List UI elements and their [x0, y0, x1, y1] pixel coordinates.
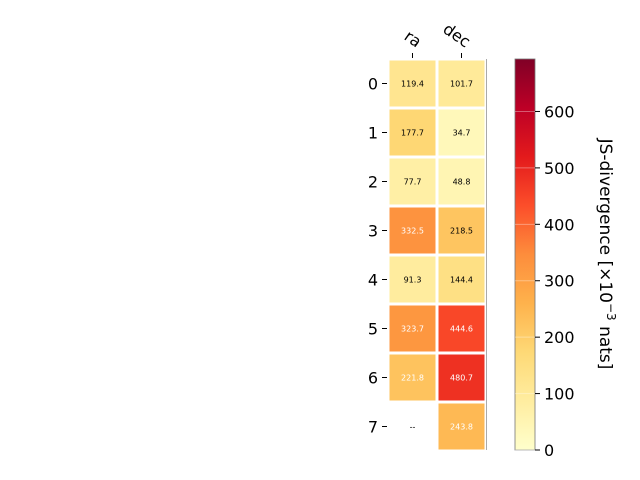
heatmap-cells: 119.4 101.7 177.7 34.7 77.7 48.8 332.5 218.5 91.… [389, 60, 485, 450]
row-tick-label: 2 [368, 173, 378, 192]
column-tick-labels: ra dec [401, 19, 474, 58]
cell-value-label: 48.8 [453, 178, 471, 187]
cell-value-label: 91.3 [404, 276, 422, 285]
row-tick-label: 6 [368, 369, 378, 388]
cell-value-label: 221.8 [401, 374, 424, 383]
row-tick-labels: 0 1 2 3 4 5 6 7 [368, 75, 387, 437]
heatmap-cell [389, 109, 436, 156]
heatmap-cell [438, 256, 485, 303]
row-tick-label: 3 [368, 222, 378, 241]
colorbar-tick-label: 200 [544, 328, 575, 347]
cell-value-label: 101.7 [450, 80, 473, 89]
row-tick-label: 0 [368, 75, 378, 94]
cell-value-label: 243.8 [450, 423, 473, 432]
cell-value-label: 332.5 [401, 227, 424, 236]
heatmap-cell [389, 354, 436, 401]
colorbar-tick-label: 300 [544, 272, 575, 291]
heatmap-cell [438, 354, 485, 401]
cell-value-label: 444.6 [450, 325, 473, 334]
heatmap-cell [389, 60, 436, 107]
heatmap-cell [438, 60, 485, 107]
colorbar-label-unit: nats] [595, 321, 615, 370]
heatmap-cell [389, 256, 436, 303]
cell-value-label: 77.7 [404, 178, 422, 187]
cell-value-label: 480.7 [450, 374, 473, 383]
row-tick-label: 1 [368, 124, 378, 143]
heatmap-cell [438, 403, 485, 450]
colorbar [514, 58, 536, 451]
heatmap-cell [438, 158, 485, 205]
colorbar-tick-label: 400 [544, 215, 575, 234]
cell-value-label: 34.7 [453, 129, 471, 138]
heatmap-cell [438, 305, 485, 352]
column-tick-label: dec [440, 19, 474, 51]
row-tick-label: 4 [368, 271, 378, 290]
colorbar-tick-label: 500 [544, 159, 575, 178]
row-tick-label: 5 [368, 320, 378, 339]
cell-value-label: -- [410, 423, 416, 432]
heatmap-cell [438, 207, 485, 254]
colorbar-label: JS-divergence [×10−3 nats] [595, 138, 618, 370]
colorbar-ticks: 0 100 200 300 400 500 600 [515, 102, 575, 460]
cell-value-label: 323.7 [401, 325, 424, 334]
row-tick-label: 7 [368, 418, 378, 437]
heatmap-cell [389, 158, 436, 205]
colorbar-tick-label: 100 [544, 385, 575, 404]
colorbar-label-exponent: −3 [604, 303, 618, 321]
heatmap-cell [438, 109, 485, 156]
column-tick-label: ra [401, 26, 425, 51]
heatmap-cell [389, 207, 436, 254]
heatmap-cell [389, 305, 436, 352]
cell-value-label: 119.4 [401, 80, 424, 89]
cell-value-label: 218.5 [450, 227, 473, 236]
cell-value-label: 144.4 [450, 276, 473, 285]
colorbar-label-main: JS-divergence [×10 [595, 138, 615, 303]
colorbar-tick-label: 600 [544, 102, 575, 121]
cell-value-label: 177.7 [401, 129, 424, 138]
colorbar-tick-label: 0 [544, 441, 554, 460]
